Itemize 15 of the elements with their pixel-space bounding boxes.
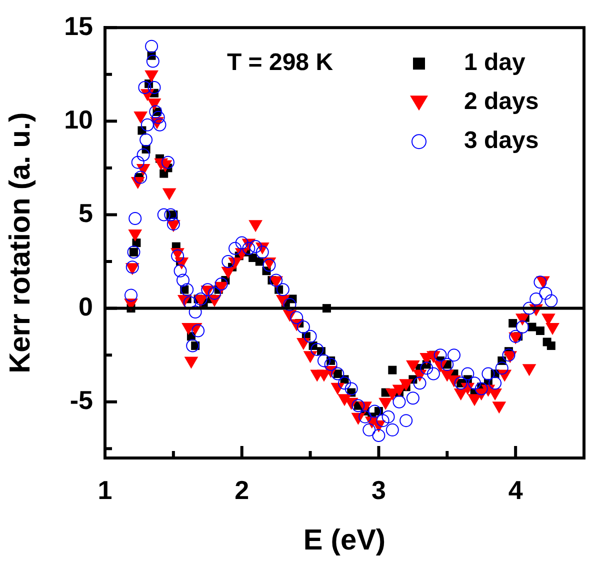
y-tick-label: 15: [64, 10, 93, 41]
legend-label: 3 days: [464, 127, 539, 154]
annotation: T = 298 K: [226, 49, 334, 76]
y-tick-label: 10: [64, 104, 93, 134]
x-tick-label: 3: [371, 474, 386, 505]
y-axis-title: Kerr rotation (a. u.): [4, 112, 36, 374]
x-axis-title: E (eV): [303, 524, 386, 557]
y-tick-label: 0: [78, 291, 93, 322]
x-tick-label: 1: [98, 474, 112, 505]
legend-label: 1 day: [464, 49, 526, 76]
y-tick-label: -5: [70, 385, 93, 416]
x-tick-label: 4: [508, 474, 524, 505]
y-tick-label: 5: [78, 198, 93, 228]
legend-label: 2 days: [464, 88, 539, 116]
x-tick-label: 2: [234, 474, 250, 505]
